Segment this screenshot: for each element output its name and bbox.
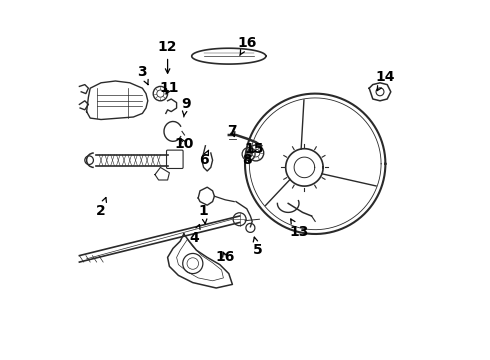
Text: 10: 10 — [174, 137, 194, 151]
Text: 8: 8 — [242, 153, 252, 167]
Text: 2: 2 — [96, 197, 106, 217]
Text: 15: 15 — [244, 143, 264, 156]
Text: 11: 11 — [160, 81, 179, 95]
Text: 9: 9 — [181, 98, 191, 117]
Text: 16: 16 — [216, 251, 235, 264]
Text: 5: 5 — [253, 237, 263, 257]
Text: 4: 4 — [190, 224, 200, 244]
Text: 3: 3 — [138, 65, 148, 85]
Text: 12: 12 — [158, 40, 177, 73]
Text: 16: 16 — [237, 36, 256, 55]
Text: 1: 1 — [199, 204, 208, 224]
Text: 7: 7 — [227, 125, 237, 138]
Text: 14: 14 — [376, 71, 395, 91]
Text: 6: 6 — [199, 150, 209, 167]
Text: 13: 13 — [289, 219, 309, 239]
